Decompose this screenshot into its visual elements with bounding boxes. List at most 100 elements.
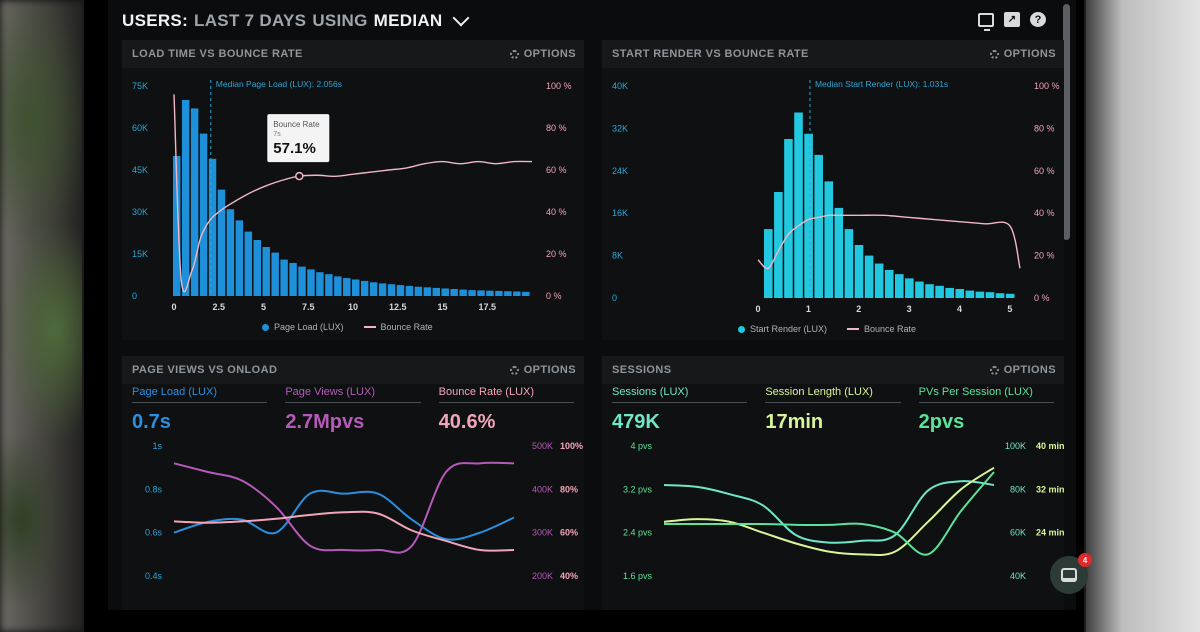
options-label: OPTIONS [1003,48,1056,60]
chart-bar [935,285,944,298]
chart-bar [450,289,458,296]
chart-bar [814,154,823,298]
options-button[interactable]: OPTIONS [509,48,576,60]
chart-bar [289,262,297,296]
scrollbar[interactable] [1063,4,1070,240]
options-button[interactable]: OPTIONS [989,364,1056,376]
chart-bar [784,139,793,298]
kpi-page-views[interactable]: Page Views (LUX) 2.7Mpvs [285,386,421,434]
chevron-down-icon[interactable] [452,9,470,27]
chart-bar [352,279,360,296]
tooltip-label: Bounce Rate [273,120,320,129]
chart-bar [271,252,279,296]
legend-item[interactable]: Start Render (LUX) [738,324,827,334]
y2-tick-label: 0 % [546,291,562,301]
y2-tick-label: 300K [532,528,553,538]
chart-bar [199,133,208,296]
kpi-value: 0.7s [132,411,171,433]
panel-title: START RENDER VS BOUNCE RATE [612,48,809,60]
chart-page-views: 1s 0.8s 0.6s 0.4s 500K 400K 300K 200K 100% 80% 60%… [145,441,583,581]
kpi-value: 2pvs [918,411,965,433]
dashboard-screen: USERS: LAST 7 DAYS USING MEDIAN ↗ ? LOAD… [108,0,1092,610]
chart-bar [396,285,405,296]
x-tick-label: 2 [856,304,861,314]
tooltip-box [267,114,330,163]
y2-tick-label: 80K [1010,484,1026,494]
legend-label: Bounce Rate [864,324,917,334]
chart-bar [834,207,844,298]
chart-bar [844,229,854,298]
notification-badge: 4 [1078,553,1092,567]
chart-bar [387,284,396,296]
chart-bar [945,287,954,298]
dashboard-title[interactable]: USERS: LAST 7 DAYS USING MEDIAN [122,8,470,34]
chart-bar [262,247,270,296]
background-wall [1080,0,1200,632]
y2-tick-label: 200K [532,571,553,581]
chart-sessions: 4 pvs 3.2 pvs 2.4 pvs 1.6 pvs 100K 80K 60K 40K 4… [623,441,1064,581]
chart-bar [459,289,467,296]
chart-bar [884,269,894,298]
options-button[interactable]: OPTIONS [509,364,576,376]
y-tick-label: 2.4 pvs [623,528,653,538]
x-tick-label: 0 [171,302,176,312]
chat-button[interactable]: 4 [1050,553,1092,594]
kpi-label: Page Views (LUX) [285,386,421,403]
help-icon[interactable]: ? [1030,12,1046,27]
kpi-bounce-rate[interactable]: Bounce Rate (LUX) 40.6% [438,386,574,434]
panel-title: LOAD TIME VS BOUNCE RATE [132,48,303,60]
y2-tick-label: 20 % [546,249,567,259]
kpi-row: Sessions (LUX) 479K Session Length (LUX)… [612,386,1054,434]
legend-item[interactable]: Bounce Rate [363,322,433,332]
chart-bar [864,255,874,298]
bounce-rate-line [173,94,533,293]
share-icon[interactable]: ↗ [1004,12,1020,27]
y3-tick-label: 24 min [1036,528,1064,538]
chart-bar [360,280,369,296]
x-tick-label: 15 [437,302,447,312]
monitor-icon[interactable] [978,12,994,31]
y2-tick-label: 400K [532,484,553,494]
y-tick-label: 16K [612,208,628,218]
chart-bar [764,229,773,298]
panel-start-render: START RENDER VS BOUNCE RATE OPTIONS 0 8K 1… [602,40,1064,340]
legend-item[interactable]: Page Load (LUX) [262,322,344,332]
chart-bar [441,288,449,296]
y3-tick-label: 80% [560,484,578,494]
legend-item[interactable]: Bounce Rate [847,324,916,334]
median-label: Median Start Render (LUX): 1.031s [815,79,948,89]
kpi-pvs-per-session[interactable]: PVs Per Session (LUX) 2pvs [918,386,1054,434]
series-line [663,480,995,544]
y-tick-label: 75K [132,81,148,91]
header-actions: ↗ ? [978,12,1046,31]
y-tick-label: 30K [132,207,148,217]
kpi-label: Page Load (LUX) [132,386,268,403]
title-prefix: USERS: [122,11,189,30]
y-tick-label: 32K [612,123,628,133]
kpi-sessions[interactable]: Sessions (LUX) 479K [612,386,748,434]
series-line [664,471,995,556]
tooltip-value: 57.1% [273,140,316,157]
chart-bar [468,290,476,296]
chart-bar [794,112,803,298]
chart-bar [217,189,226,296]
chart-bar [995,293,1005,298]
kpi-value: 17min [765,411,824,433]
kpi-row: Page Load (LUX) 0.7s Page Views (LUX) 2.… [132,386,574,434]
y-tick-label: 0 [612,293,617,303]
y2-tick-label: 60 % [546,165,567,175]
chart-bar [253,240,261,296]
kpi-session-length[interactable]: Session Length (LUX) 17min [765,386,901,434]
y2-tick-label: 100K [1005,441,1026,451]
y3-tick-label: 100% [560,441,583,451]
kpi-label: Sessions (LUX) [612,386,748,403]
chart-bar [432,287,440,296]
bounce-rate-line [757,214,1021,270]
kpi-label: PVs Per Session (LUX) [918,386,1054,403]
options-button[interactable]: OPTIONS [989,48,1056,60]
tooltip-point [295,171,304,181]
x-tick-label: 1 [806,304,811,314]
chart-bar [955,288,965,298]
y2-tick-label: 100 % [546,81,572,91]
kpi-page-load[interactable]: Page Load (LUX) 0.7s [132,386,268,434]
